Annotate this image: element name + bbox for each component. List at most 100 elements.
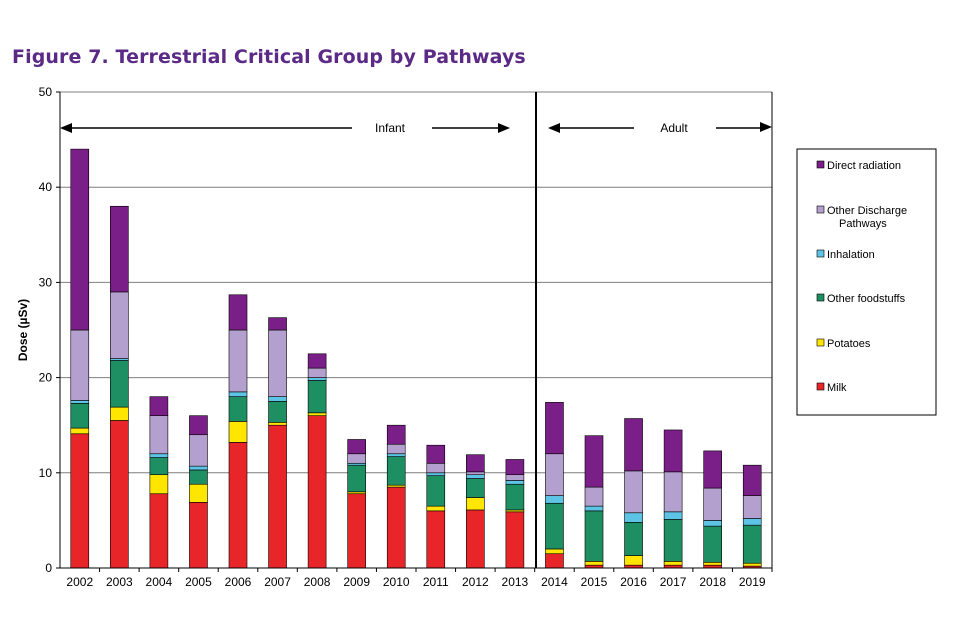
bar-stack-2011 bbox=[426, 444, 446, 569]
bar-segment-direct-radiation bbox=[347, 439, 366, 455]
legend-swatch bbox=[816, 338, 825, 347]
legend-swatch bbox=[816, 293, 825, 302]
bar-segment-other-discharge-pathways bbox=[426, 462, 446, 474]
bar-segment-direct-radiation bbox=[70, 148, 90, 331]
x-tick-label: 2012 bbox=[462, 575, 489, 589]
bar-segment-direct-radiation bbox=[149, 396, 169, 416]
bar-segment-milk bbox=[70, 433, 90, 569]
bar-segment-direct-radiation bbox=[545, 402, 564, 455]
bar-segment-other-foodstuffs bbox=[110, 360, 129, 408]
legend-box bbox=[796, 148, 937, 416]
bar-segment-other-discharge-pathways bbox=[189, 434, 208, 467]
bar-stack-2013 bbox=[505, 459, 525, 569]
infant-annotation: Infant bbox=[60, 121, 510, 135]
bar-segment-other-foodstuffs bbox=[663, 519, 683, 562]
infant-label: Infant bbox=[375, 121, 406, 135]
bar-segment-other-foodstuffs bbox=[347, 464, 366, 493]
bar-segment-inhalation bbox=[307, 377, 327, 381]
bar-segment-milk bbox=[505, 511, 525, 569]
x-tick-label: 2013 bbox=[502, 575, 529, 589]
bar-segment-other-discharge-pathways bbox=[505, 474, 525, 481]
x-tick-label: 2010 bbox=[383, 575, 410, 589]
x-tick-label: 2002 bbox=[66, 575, 93, 589]
bar-segment-inhalation bbox=[189, 465, 208, 471]
bar-segment-direct-radiation bbox=[228, 294, 248, 331]
x-tick-label: 2006 bbox=[225, 575, 252, 589]
bar-segment-inhalation bbox=[545, 495, 564, 504]
bar-segment-inhalation bbox=[505, 480, 525, 485]
bar-segment-other-discharge-pathways bbox=[466, 471, 485, 476]
x-tick-label: 2003 bbox=[106, 575, 133, 589]
bar-segment-direct-radiation bbox=[189, 415, 208, 436]
bar-segment-milk bbox=[189, 502, 208, 569]
x-tick-label: 2011 bbox=[423, 575, 449, 589]
bar-segment-potatoes bbox=[70, 427, 90, 435]
bar-segment-direct-radiation bbox=[742, 464, 762, 496]
y-tick-label: 10 bbox=[39, 466, 53, 480]
bar-segment-other-discharge-pathways bbox=[347, 453, 366, 464]
bar-segment-inhalation bbox=[228, 391, 248, 397]
bar-segment-potatoes bbox=[426, 505, 446, 512]
adult-arrow-right-head bbox=[760, 122, 772, 132]
bar-segment-milk bbox=[228, 442, 248, 569]
bar-stack-2015 bbox=[584, 435, 604, 569]
x-ticks: 2002 2003 2004 2005 2006 2007 2008 2009 2010 2011… bbox=[66, 568, 773, 589]
bar-segment-inhalation bbox=[149, 453, 169, 458]
bar-segment-other-discharge-pathways bbox=[70, 329, 90, 401]
y-tick-label: 0 bbox=[45, 561, 52, 575]
bar-stack-2010 bbox=[386, 424, 406, 569]
legend-swatch bbox=[816, 382, 825, 391]
x-tick-label: 2014 bbox=[541, 575, 568, 589]
bar-segment-other-foodstuffs bbox=[386, 456, 406, 486]
bar-segment-other-discharge-pathways bbox=[742, 495, 762, 519]
x-tick-label: 2007 bbox=[264, 575, 291, 589]
bar-segment-other-discharge-pathways bbox=[703, 487, 722, 521]
x-tick-label: 2005 bbox=[185, 575, 212, 589]
bar-stack-2005 bbox=[189, 415, 208, 569]
bar-segment-milk bbox=[307, 415, 327, 569]
bar-stack-2012 bbox=[466, 454, 485, 569]
y-axis-label: Dose (µSv) bbox=[16, 299, 30, 361]
bar-segment-inhalation bbox=[624, 512, 643, 523]
legend-label: Other foodstuffs bbox=[827, 293, 906, 305]
bar-segment-other-discharge-pathways bbox=[268, 329, 287, 397]
bar-segment-inhalation bbox=[426, 472, 446, 476]
bar-segment-other-foodstuffs bbox=[742, 524, 762, 564]
bar-segment-milk bbox=[386, 486, 406, 569]
legend-label: Direct radiation bbox=[827, 160, 901, 172]
x-tick-label: 2016 bbox=[620, 575, 647, 589]
bar-segment-potatoes bbox=[110, 406, 129, 421]
bars bbox=[70, 148, 762, 569]
bar-segment-potatoes bbox=[663, 561, 683, 566]
y-tick-label: 20 bbox=[39, 371, 53, 385]
bar-segment-other-foodstuffs bbox=[189, 469, 208, 485]
adult-label: Adult bbox=[660, 121, 688, 135]
bar-segment-potatoes bbox=[228, 421, 248, 443]
legend-label: Inhalation bbox=[827, 249, 875, 261]
bar-stack-2006 bbox=[228, 294, 248, 569]
bar-stack-2002 bbox=[70, 148, 90, 569]
y-ticks: 0 10 20 30 40 50 bbox=[39, 85, 60, 575]
bar-segment-potatoes bbox=[189, 483, 208, 503]
legend-swatch bbox=[816, 160, 825, 169]
y-tick-label: 50 bbox=[39, 85, 53, 99]
bar-segment-other-discharge-pathways bbox=[386, 443, 406, 455]
bar-segment-direct-radiation bbox=[268, 317, 287, 331]
legend-swatch bbox=[816, 205, 825, 214]
bar-segment-inhalation bbox=[742, 518, 762, 526]
bar-segment-direct-radiation bbox=[624, 418, 643, 472]
bar-segment-inhalation bbox=[703, 520, 722, 527]
legend-swatch bbox=[816, 249, 825, 258]
bar-stack-2017 bbox=[663, 429, 683, 569]
bar-segment-direct-radiation bbox=[663, 429, 683, 473]
bar-segment-inhalation bbox=[663, 511, 683, 520]
bar-segment-inhalation bbox=[268, 396, 287, 402]
bar-segment-direct-radiation bbox=[426, 444, 446, 464]
bar-segment-inhalation bbox=[386, 453, 406, 457]
x-tick-label: 2015 bbox=[581, 575, 608, 589]
bar-stack-2004 bbox=[149, 396, 169, 569]
bar-stack-2019 bbox=[742, 464, 762, 569]
y-tick-label: 30 bbox=[39, 275, 53, 289]
bar-segment-other-discharge-pathways bbox=[663, 471, 683, 513]
bar-segment-milk bbox=[426, 510, 446, 569]
